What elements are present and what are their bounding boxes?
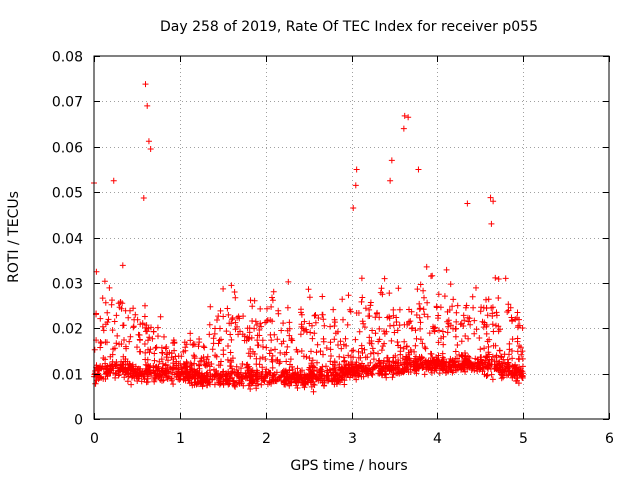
y-tick-label: 0.02 (52, 322, 83, 338)
y-tick-label: 0.06 (52, 141, 83, 157)
data-point (490, 198, 497, 205)
data-point (415, 166, 422, 173)
x-tick-labels: 0 1 2 3 4 5 6 (90, 431, 614, 447)
x-tick-label: 1 (176, 431, 185, 447)
data-point (142, 81, 149, 88)
y-axis-label: ROTI / TECUs (6, 191, 22, 283)
plot-frame (93, 55, 610, 420)
data-point (464, 200, 471, 207)
data-point (405, 114, 412, 121)
x-tick-label: 2 (262, 431, 271, 447)
point-cloud (91, 262, 526, 395)
data-point (387, 177, 394, 184)
y-tick-label: 0 (74, 413, 83, 429)
data-point (388, 157, 395, 164)
grid-lines (94, 56, 609, 419)
data-points (91, 81, 526, 395)
data-point (140, 195, 147, 202)
data-point (147, 146, 154, 153)
data-point (145, 138, 152, 145)
y-tick-label: 0.07 (52, 95, 83, 111)
x-axis-label: GPS time / hours (290, 458, 407, 474)
x-tick-label: 6 (605, 431, 614, 447)
data-point (401, 112, 408, 119)
data-point (400, 125, 407, 132)
y-tick-label: 0.05 (52, 186, 83, 202)
data-point (353, 166, 360, 173)
y-tick-label: 0.03 (52, 277, 83, 293)
data-point (110, 177, 117, 184)
data-point (352, 182, 359, 189)
y-tick-label: 0.01 (52, 368, 83, 384)
y-tick-label: 0.04 (52, 232, 83, 248)
y-tick-labels: 0 0.01 0.02 0.03 0.04 0.05 0.06 0.07 0.08 (52, 50, 83, 429)
data-point (144, 102, 151, 109)
x-tick-label: 5 (519, 431, 528, 447)
x-tick-label: 0 (90, 431, 99, 447)
data-point (488, 220, 495, 227)
x-tick-label: 3 (348, 431, 357, 447)
data-point (350, 205, 357, 212)
axis-ticks (94, 56, 610, 420)
x-tick-label: 4 (433, 431, 442, 447)
data-point (487, 194, 494, 201)
y-tick-label: 0.08 (52, 50, 83, 66)
chart-title: Day 258 of 2019, Rate Of TEC Index for r… (160, 19, 538, 35)
